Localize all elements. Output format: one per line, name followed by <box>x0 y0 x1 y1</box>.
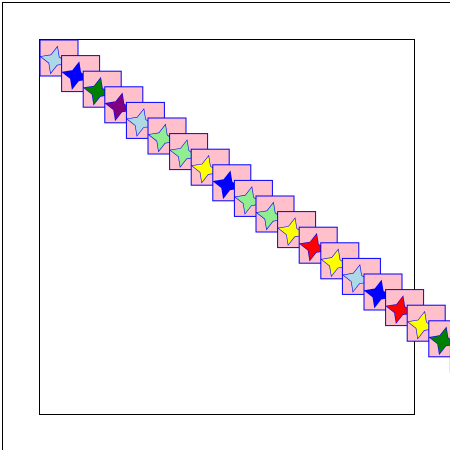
star-tile <box>428 320 450 358</box>
four-point-star-icon <box>428 326 450 356</box>
inner-frame <box>39 39 415 415</box>
